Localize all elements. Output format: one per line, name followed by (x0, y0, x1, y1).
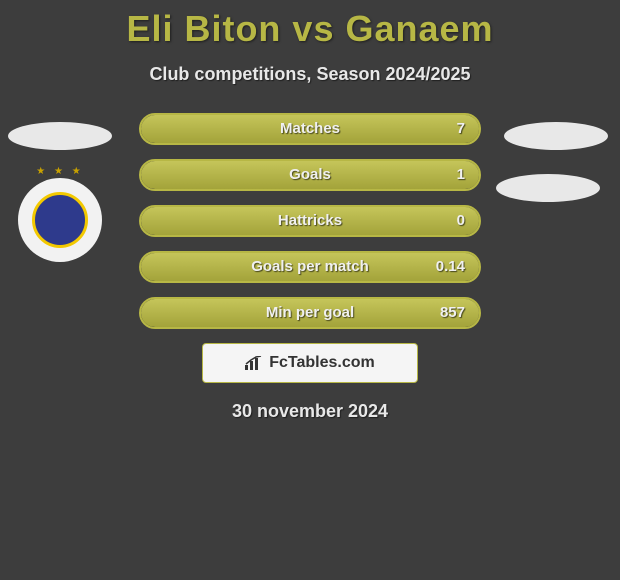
brand-label: FcTables.com (269, 354, 375, 372)
player-photo-placeholder-right-1 (504, 122, 608, 150)
stat-row-goals-per-match: Goals per match 0.14 (139, 251, 481, 283)
stat-row-goals: Goals 1 (139, 159, 481, 191)
stat-value: 857 (440, 304, 465, 321)
stat-value: 1 (457, 166, 465, 183)
stat-label: Goals per match (141, 258, 479, 275)
chart-icon (245, 356, 263, 370)
club-crest: ★ ★ ★ (18, 178, 102, 262)
stat-value: 0.14 (436, 258, 465, 275)
stat-row-hattricks: Hattricks 0 (139, 205, 481, 237)
stat-row-matches: Matches 7 (139, 113, 481, 145)
snapshot-date: 30 november 2024 (0, 401, 620, 422)
stat-value: 7 (457, 120, 465, 137)
stats-panel: Matches 7 Goals 1 Hattricks 0 Goals per … (139, 113, 481, 329)
stat-label: Min per goal (141, 304, 479, 321)
stat-value: 0 (457, 212, 465, 229)
stat-label: Hattricks (141, 212, 479, 229)
stat-row-min-per-goal: Min per goal 857 (139, 297, 481, 329)
player-photo-placeholder-left (8, 122, 112, 150)
crest-badge-icon (32, 192, 88, 248)
player-photo-placeholder-right-2 (496, 174, 600, 202)
stat-label: Matches (141, 120, 479, 137)
crest-stars-icon: ★ ★ ★ (18, 166, 102, 177)
brand-attribution: FcTables.com (202, 343, 418, 383)
stat-label: Goals (141, 166, 479, 183)
page-title: Eli Biton vs Ganaem (0, 0, 620, 50)
subtitle: Club competitions, Season 2024/2025 (0, 64, 620, 85)
